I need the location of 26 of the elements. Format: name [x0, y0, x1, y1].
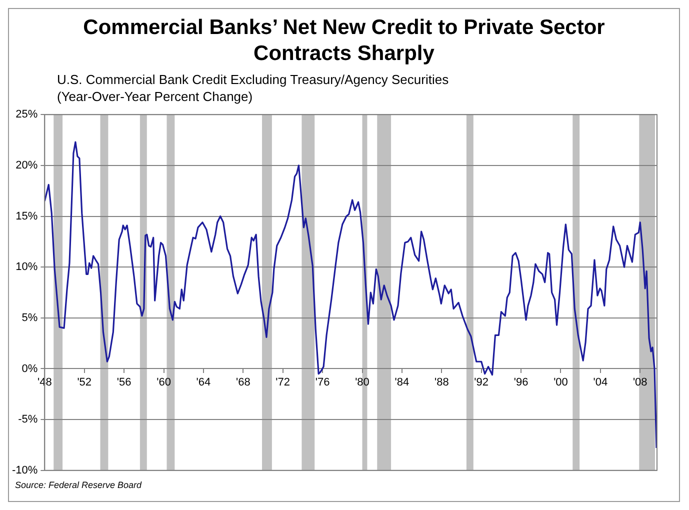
y-tick-label: 5%	[22, 312, 38, 324]
x-tick-label: '92	[474, 376, 489, 388]
x-tick-label: '88	[434, 376, 449, 388]
x-tick-label: '96	[514, 376, 528, 388]
y-tick-label: 20%	[16, 159, 38, 172]
x-tick-label: '60	[156, 376, 171, 388]
y-tick-label: 0%	[22, 362, 38, 375]
x-tick-label: '64	[196, 376, 211, 388]
x-tick-label: '76	[315, 376, 330, 388]
y-tick-label: 15%	[16, 210, 38, 222]
x-tick-label: '84	[394, 376, 410, 388]
y-tick-label: 25%	[16, 108, 38, 121]
x-tick-label: '52	[77, 376, 92, 388]
x-tick-label: '04	[593, 376, 608, 388]
y-tick-label: -5%	[18, 414, 38, 426]
chart-title: Commercial Banks’ Net New Credit to Private Sector Contracts Sharply	[82, 15, 606, 67]
x-tick-label: '00	[554, 376, 568, 388]
x-tick-label: '08	[632, 376, 648, 388]
source-note: Source: Federal Reserve Board	[15, 480, 143, 490]
chart-subtitle: U.S. Commercial Bank Credit Excluding Treasury/Agency Securities (Year-Over-Year Percent Change)	[57, 71, 450, 105]
x-tick-label: '72	[276, 376, 290, 388]
y-tick-label: -10%	[12, 464, 38, 476]
y-tick-label: 10%	[16, 261, 38, 274]
x-tick-label: '68	[236, 376, 250, 388]
x-tick-label: '56	[116, 376, 132, 388]
x-tick-label: '80	[355, 376, 370, 388]
